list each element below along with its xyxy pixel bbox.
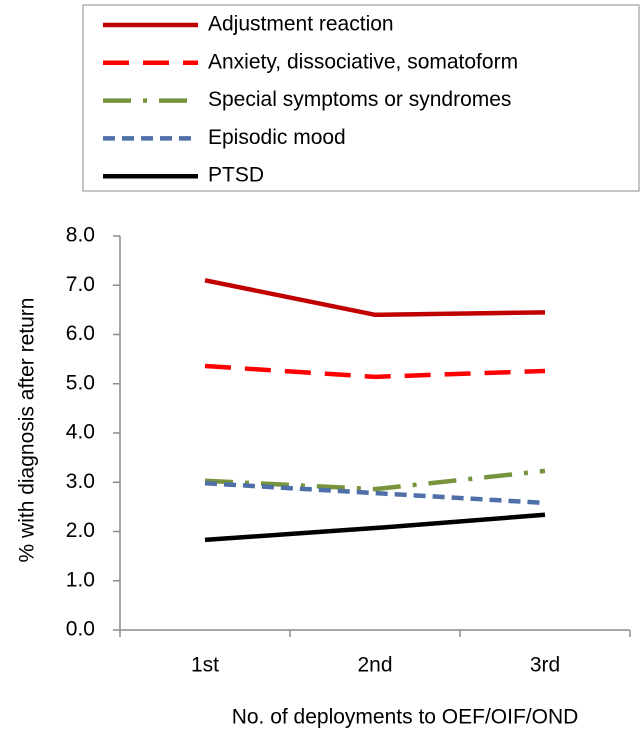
y-tick-label: 0.0	[66, 618, 95, 641]
y-tick-label: 1.0	[66, 568, 95, 591]
series-line	[204, 363, 546, 380]
series-line	[204, 278, 546, 318]
y-tick-label: 6.0	[66, 322, 95, 345]
x-axis-label: No. of deployments to OEF/OIF/OND	[232, 706, 579, 729]
y-axis-label: % with diagnosis after return	[16, 298, 39, 563]
legend-label: PTSD	[208, 164, 264, 187]
legend-box	[82, 4, 640, 192]
y-tick-label: 7.0	[66, 273, 95, 296]
x-tick-label: 2nd	[357, 654, 392, 677]
series-line	[204, 512, 546, 543]
y-tick-label: 5.0	[66, 371, 95, 394]
series-line	[204, 480, 546, 506]
legend-label: Special symptoms or syndromes	[208, 88, 511, 111]
y-tick-label: 8.0	[66, 224, 95, 247]
x-tick-label: 1st	[191, 654, 219, 677]
series-line	[204, 468, 546, 492]
legend-label: Episodic mood	[208, 126, 346, 149]
legend-label: Anxiety, dissociative, somatoform	[208, 50, 518, 73]
y-tick-label: 4.0	[66, 421, 95, 444]
y-tick-label: 3.0	[66, 470, 95, 493]
x-tick-label: 3rd	[530, 654, 560, 677]
y-tick-label: 2.0	[66, 519, 95, 542]
legend-label: Adjustment reaction	[208, 13, 394, 36]
